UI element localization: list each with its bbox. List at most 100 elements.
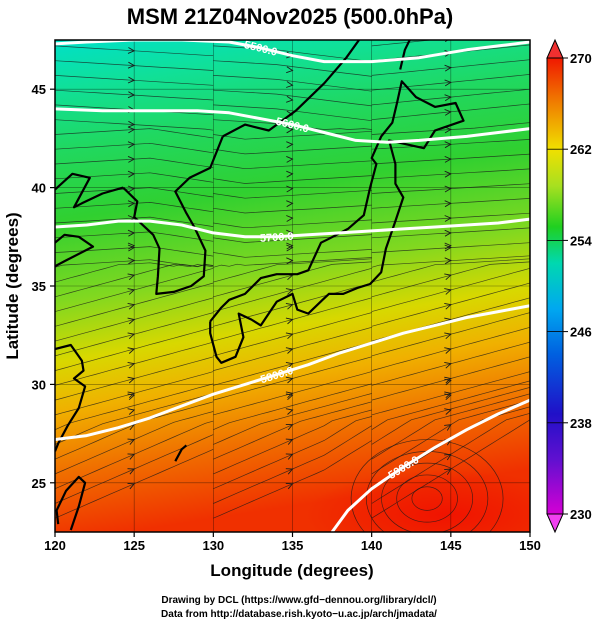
- x-axis-ticks: 120 125 130 135 140 145 150: [44, 532, 541, 553]
- colorbar-tick-label: 230: [570, 507, 592, 522]
- streamline-arrow: [286, 215, 294, 222]
- streamline: [371, 387, 530, 445]
- streamline-swirl: [381, 462, 474, 532]
- streamline-arrow: [444, 126, 452, 134]
- streamline-arrow: [444, 361, 452, 369]
- warm-core: [305, 470, 530, 532]
- streamline-arrow: [127, 453, 136, 460]
- streamline-arrow: [127, 347, 136, 354]
- colorbar-ticks: 230 238 246 254 262 270: [547, 51, 592, 522]
- x-tick-label: 125: [123, 538, 145, 553]
- streamline-arrow: [444, 273, 452, 281]
- y-tick-label: 30: [32, 377, 46, 392]
- streamline: [213, 204, 372, 214]
- streamline: [213, 175, 372, 184]
- streamline: [213, 190, 372, 199]
- coastline-liaodong: [55, 172, 124, 209]
- streamline-arrow: [285, 361, 294, 369]
- streamline-arrow: [285, 376, 294, 384]
- streamline-arrow: [286, 66, 294, 74]
- streamline-arrow: [444, 468, 452, 475]
- colorbar-tick-label: 262: [570, 142, 592, 157]
- coastline-russia-coast: [222, 40, 360, 138]
- streamline-arrow: [127, 332, 136, 340]
- streamline-arrow: [286, 141, 294, 149]
- streamline-arrow: [127, 317, 136, 325]
- streamline-arrow: [127, 185, 136, 193]
- colorbar: 230 238 246 254 262 270: [546, 38, 592, 534]
- streamline: [213, 145, 372, 155]
- streamline-arrow: [127, 47, 136, 54]
- streamline-arrow: [444, 391, 452, 399]
- streamline-arrow: [286, 200, 294, 208]
- streamline-swirl: [396, 474, 458, 523]
- streamline-arrow: [444, 170, 452, 178]
- streamline-arrow: [285, 317, 294, 325]
- streamline-arrow: [127, 244, 136, 252]
- streamline-arrow: [127, 170, 136, 178]
- streamline-arrow: [444, 94, 452, 102]
- streamline-arrow: [285, 288, 294, 295]
- streamline: [213, 130, 372, 140]
- coastline-kyushu-shikoku-honshu-hokkaido: [209, 80, 465, 364]
- y-tick-label: 40: [32, 181, 46, 196]
- streamline: [213, 89, 372, 107]
- streamline-arrow: [127, 200, 136, 208]
- streamline-arrow: [444, 200, 452, 208]
- streamline-arrow: [286, 95, 294, 103]
- streamline: [55, 393, 214, 445]
- y-axis-ticks: 25 30 35 40 45: [32, 82, 55, 491]
- streamline-arrow: [285, 408, 294, 415]
- streamline-arrow: [127, 376, 136, 384]
- credit-drawing: Drawing by DCL (https://www.gfd−dennou.o…: [161, 595, 436, 606]
- x-axis-label: Longitude (degrees): [210, 561, 373, 580]
- streamline: [55, 259, 214, 268]
- colorbar-scale: [546, 57, 564, 515]
- figure-title: MSM 21Z04Nov2025 (500.0hPa): [127, 4, 454, 29]
- streamline-arrow: [127, 120, 136, 128]
- streamline-arrow: [444, 376, 452, 384]
- streamline-arrow: [444, 79, 452, 87]
- streamline-arrow: [285, 347, 294, 354]
- wind-streamlines: [55, 40, 530, 532]
- streamline-arrow: [127, 288, 136, 295]
- x-tick-label: 140: [361, 538, 383, 553]
- streamline: [371, 393, 530, 460]
- streamline-arrow: [127, 76, 136, 84]
- streamline-arrow: [286, 81, 294, 88]
- streamline: [371, 380, 530, 430]
- coastline: [55, 40, 465, 531]
- streamline-swirl: [411, 486, 443, 511]
- coastline-china-north: [55, 233, 95, 268]
- streamline-arrow: [286, 126, 294, 134]
- streamline-arrow: [285, 482, 294, 490]
- streamline-arrow: [127, 91, 136, 99]
- streamline-arrow: [285, 453, 294, 460]
- streamline-arrow: [127, 302, 136, 310]
- colorbar-tick-label: 246: [570, 325, 592, 340]
- y-tick-label: 25: [32, 476, 46, 491]
- streamline-arrow: [127, 361, 136, 369]
- streamline-arrow: [286, 155, 294, 163]
- coastline-ryukyu: [174, 444, 188, 462]
- x-tick-label: 120: [44, 538, 66, 553]
- y-tick-label: 35: [32, 279, 46, 294]
- streamline-arrow: [127, 155, 136, 163]
- streamline-arrow: [127, 61, 136, 69]
- streamline-arrow: [127, 229, 136, 237]
- x-tick-label: 150: [519, 538, 541, 553]
- x-tick-label: 145: [440, 538, 462, 553]
- contour-line: [55, 40, 530, 64]
- contour-line: [55, 107, 530, 144]
- streamline-arrow: [127, 141, 136, 149]
- streamline: [213, 383, 372, 431]
- streamline-arrow: [444, 332, 452, 340]
- streamline-arrow: [285, 302, 294, 310]
- contour-line: [330, 398, 530, 532]
- streamline-arrow: [127, 438, 136, 445]
- credit-data: Data from http://database.rish.kyoto−u.a…: [161, 609, 437, 620]
- streamline-arrow: [444, 141, 452, 149]
